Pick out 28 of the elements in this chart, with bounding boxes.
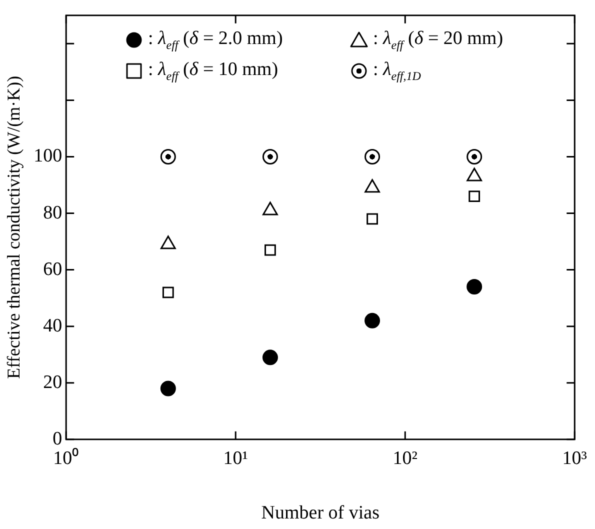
point [364, 148, 380, 164]
point [262, 148, 278, 164]
y-tick-label: 0 [52, 428, 62, 450]
x-tick-label: 10² [392, 448, 418, 469]
legend-label: : λ$_{eff}$ (δ = 10 mm) [148, 58, 278, 84]
point [366, 213, 378, 225]
point [162, 286, 174, 298]
point [466, 279, 482, 295]
x-tick-label: 10⁰ [53, 446, 80, 469]
legend-label: : λ$_{eff}$ (δ = 20 mm) [373, 28, 504, 53]
y-axis-title: Effective thermal conductivity (W/(m·K)) [4, 76, 24, 379]
y-tick-label: 40 [43, 315, 62, 336]
point [466, 148, 482, 164]
point [468, 190, 480, 202]
x-axis-title: Number of vias [261, 502, 380, 524]
legend-label: : λ$_{eff}$ (δ = 2.0 mm) [148, 28, 283, 53]
point [364, 312, 380, 328]
point [160, 380, 176, 396]
point [160, 148, 176, 164]
x-tick-label: 10³ [562, 448, 588, 469]
point [264, 244, 276, 256]
legend-label: : λ$_{eff,1D}$ [373, 58, 421, 84]
point [262, 350, 278, 366]
y-tick-label: 100 [34, 146, 62, 167]
y-tick-label: 20 [43, 372, 62, 393]
x-tick-label: 10¹ [223, 448, 248, 469]
y-tick-label: 60 [43, 258, 62, 280]
y-tick-label: 80 [43, 202, 62, 224]
